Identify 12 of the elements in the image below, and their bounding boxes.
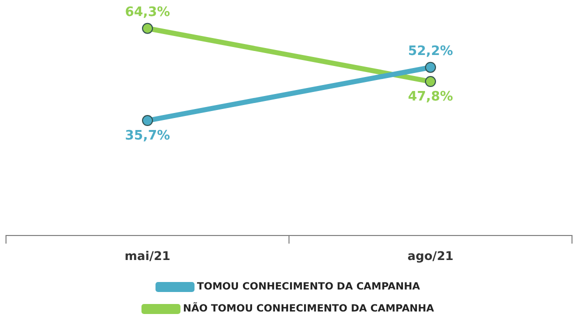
x-tick-label: mai/21 [124, 248, 170, 263]
data-label: 35,7% [124, 128, 170, 144]
point [425, 62, 436, 73]
data-label: 64,3% [124, 5, 170, 20]
x-tick-label: ago/21 [407, 248, 454, 263]
point [142, 22, 153, 34]
data-label: 52,2% [408, 44, 454, 60]
legend-label: TOMOU CONHECIMENTO DA CAMPANHA [197, 282, 420, 293]
legend-label: NÃO TOMOU CONHECIMENTO DA CAMPANHA [182, 302, 434, 315]
point [142, 115, 153, 126]
data-label: 47,8% [408, 89, 454, 104]
point [425, 76, 436, 88]
